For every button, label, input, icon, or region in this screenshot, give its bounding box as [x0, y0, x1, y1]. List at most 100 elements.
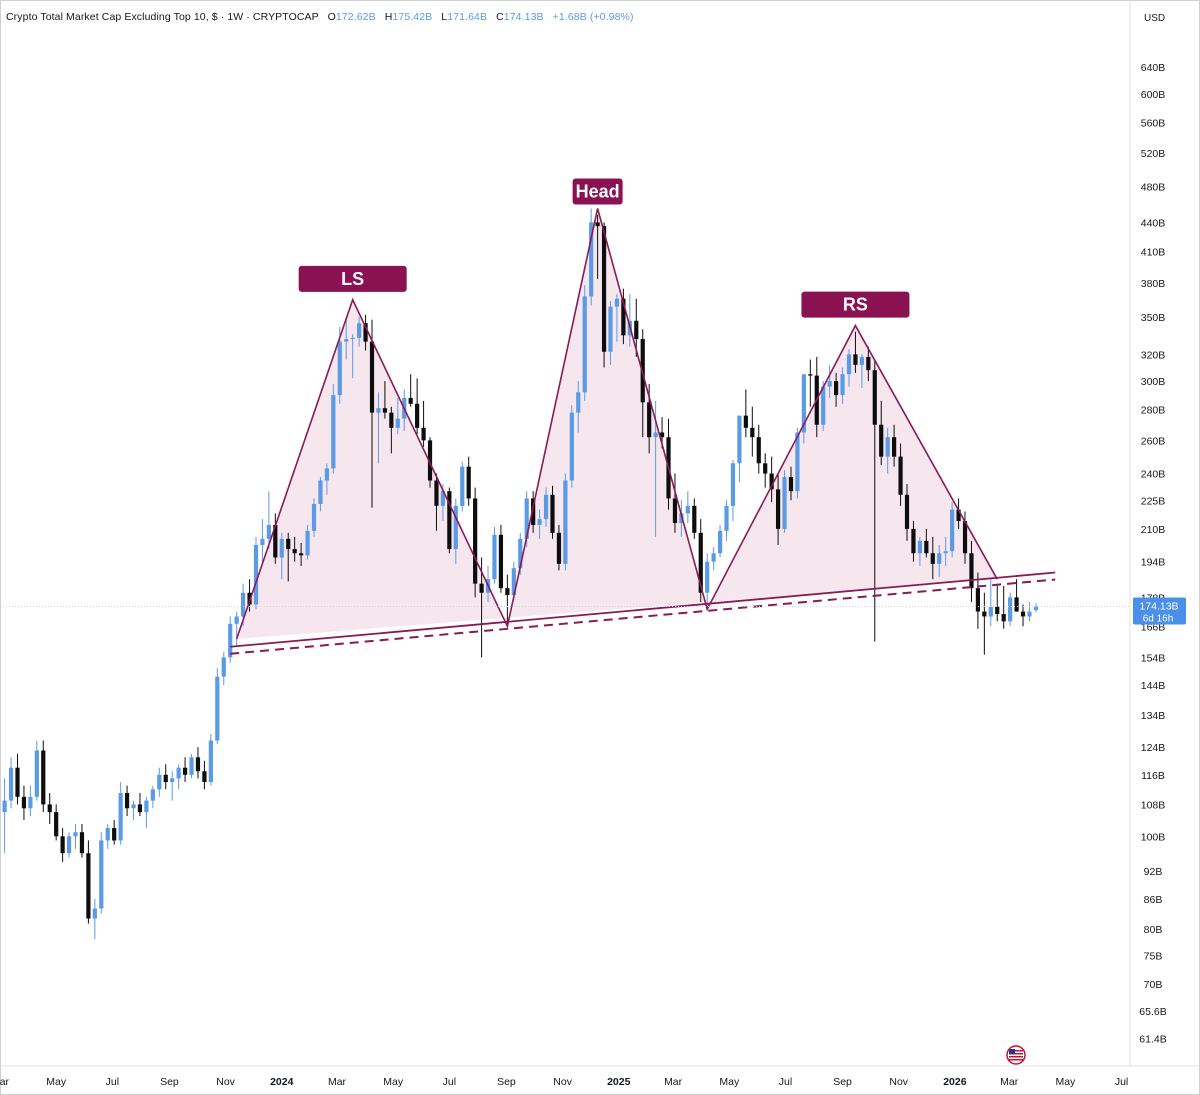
candle [421, 400, 426, 447]
candle [260, 519, 265, 564]
candle-body [8, 767, 14, 801]
candle [563, 473, 568, 571]
candle-body [195, 757, 201, 772]
candle-body [518, 538, 523, 569]
price-tag-box [1133, 597, 1186, 625]
candle-body [247, 592, 252, 605]
pattern-label-text: Head [576, 181, 620, 201]
currency-label[interactable]: USD [1144, 13, 1166, 24]
candle [279, 532, 284, 580]
candle-body [21, 796, 27, 809]
y-tick-label: 108B [1141, 799, 1166, 811]
candle-body [466, 466, 471, 499]
candle [195, 747, 201, 779]
candle-body [769, 473, 774, 490]
candle-body [208, 740, 213, 782]
candle [266, 491, 271, 550]
candle-body [460, 466, 465, 506]
pattern-label-box [572, 178, 623, 205]
candle-body [299, 553, 304, 556]
candle-body [421, 427, 426, 441]
candle-body [879, 424, 884, 457]
flag-ring [1006, 1045, 1026, 1065]
us-flag-icon[interactable] [1006, 1045, 1026, 1065]
candle-body [995, 606, 1000, 614]
candle [917, 536, 922, 566]
y-tick-label: 240B [1141, 469, 1166, 481]
candle-body [363, 323, 368, 342]
candle [834, 372, 839, 407]
candle-body [492, 534, 497, 580]
candle-body [234, 616, 239, 624]
candle [215, 668, 220, 744]
candle [788, 466, 794, 501]
candle [898, 443, 903, 506]
symbol-title: Crypto Total Market Cap Excluding Top 10… [6, 11, 319, 23]
candle [66, 832, 72, 858]
x-tick-label: 2024 [270, 1076, 294, 1088]
candle-body [170, 778, 175, 782]
candle-body [1001, 613, 1006, 622]
candle-body [782, 477, 787, 529]
candle [1014, 579, 1019, 612]
candle-body [286, 538, 291, 550]
candle-body [447, 491, 452, 550]
candle [434, 473, 439, 531]
x-tick-label: Jul [106, 1076, 119, 1088]
close-value: 174.13B [503, 11, 544, 23]
candle [763, 453, 768, 488]
candle [41, 740, 46, 813]
candle-body [318, 480, 323, 504]
candle [679, 500, 684, 537]
candle [692, 498, 697, 539]
candle [189, 753, 194, 779]
candle-body [453, 505, 458, 550]
candle-body [163, 774, 168, 782]
candle-body [182, 767, 188, 775]
candle [305, 524, 310, 560]
candle [846, 349, 852, 387]
candle-body [73, 832, 78, 837]
candle-body [827, 381, 832, 387]
candle [73, 824, 78, 849]
candle [756, 424, 761, 474]
candle [253, 536, 259, 610]
candle [956, 498, 961, 529]
candle [827, 364, 832, 398]
candle-body [369, 341, 375, 413]
x-tick-label: Nov [553, 1076, 572, 1088]
candle-body [41, 750, 46, 805]
candle [131, 800, 136, 821]
candle-body [982, 611, 987, 617]
candle [144, 796, 149, 829]
y-tick-label: 65.6B [1139, 1006, 1166, 1018]
candle-body [846, 354, 852, 375]
x-tick-label: May [46, 1076, 67, 1088]
x-tick-label: 2025 [607, 1076, 631, 1088]
candle [743, 389, 748, 438]
candle [543, 487, 549, 527]
pattern-label-box [801, 291, 910, 318]
candle-body [1020, 611, 1026, 617]
candle-body [266, 524, 271, 539]
candle [930, 536, 935, 580]
candle-body [576, 392, 581, 413]
candle [112, 820, 117, 845]
candle-body [924, 540, 929, 554]
candle [479, 557, 484, 658]
candle-body [511, 568, 516, 596]
candle [79, 824, 85, 858]
candle-body [176, 767, 181, 779]
candle-body [595, 222, 600, 227]
candle [234, 611, 239, 647]
candle-body [988, 606, 993, 617]
candle [369, 319, 375, 508]
candle [537, 509, 542, 539]
candle-body [2, 800, 7, 813]
open-label: O [327, 11, 336, 23]
candle-body [47, 804, 52, 813]
candle [163, 764, 168, 790]
candle-body [273, 524, 278, 558]
candle-body [137, 804, 143, 813]
